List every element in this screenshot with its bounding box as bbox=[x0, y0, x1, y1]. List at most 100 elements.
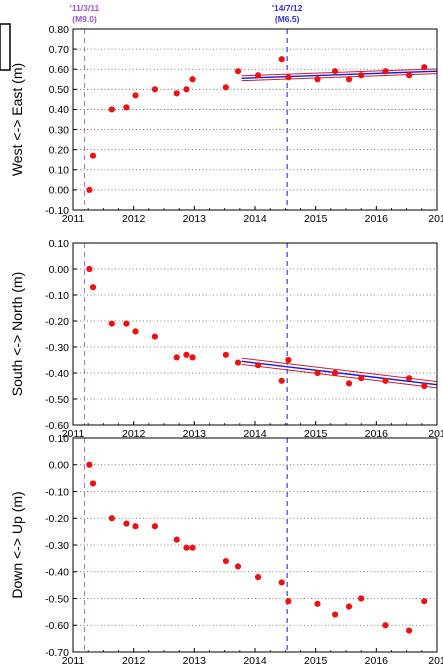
x-tick-label: 2015 bbox=[304, 428, 328, 440]
data-point bbox=[382, 377, 389, 384]
x-tick-label: 2012 bbox=[122, 213, 146, 225]
y-tick-label: 0.80 bbox=[49, 24, 70, 36]
plot-frame bbox=[72, 437, 438, 653]
y-tick-label: 0.00 bbox=[49, 185, 70, 197]
data-point bbox=[123, 104, 130, 111]
trend-lower-bound bbox=[241, 73, 438, 82]
data-point bbox=[189, 544, 196, 551]
data-point bbox=[254, 574, 262, 581]
data-point bbox=[151, 86, 158, 93]
data-point bbox=[285, 74, 292, 81]
data-point bbox=[234, 359, 242, 366]
data-point bbox=[405, 627, 413, 634]
data-point bbox=[108, 106, 115, 113]
data-point bbox=[89, 480, 97, 487]
data-point bbox=[405, 375, 413, 382]
y-tick-label: -0.40 bbox=[45, 567, 69, 579]
data-point bbox=[285, 356, 292, 364]
y-tick-label: -0.50 bbox=[45, 593, 69, 605]
x-tick-label: 201 bbox=[428, 213, 443, 225]
data-point bbox=[358, 72, 365, 79]
data-point bbox=[189, 76, 196, 83]
trend-line bbox=[241, 70, 438, 79]
data-point bbox=[421, 382, 428, 390]
trend-upper-bound bbox=[241, 68, 438, 77]
plot-frame bbox=[72, 242, 438, 426]
x-tick-label: 201 bbox=[428, 428, 443, 440]
data-point bbox=[222, 557, 229, 565]
x-tick-label: 2011 bbox=[62, 428, 85, 440]
trend-lower-bound bbox=[241, 363, 438, 389]
x-tick-label: 2014 bbox=[243, 655, 267, 665]
y-tick-label: -0.60 bbox=[45, 420, 69, 432]
data-point bbox=[151, 333, 158, 340]
y-axis-label: West <-> East (m) bbox=[9, 63, 25, 176]
data-point bbox=[278, 377, 285, 384]
data-point bbox=[108, 320, 115, 327]
data-point bbox=[173, 90, 180, 97]
data-point bbox=[183, 86, 190, 93]
data-point bbox=[173, 354, 180, 361]
trend-line bbox=[241, 360, 438, 386]
data-point bbox=[132, 523, 139, 530]
x-tick-label: 2012 bbox=[122, 655, 146, 665]
data-point bbox=[234, 68, 242, 75]
y-tick-label: -0.10 bbox=[45, 290, 69, 302]
x-tick-label: 2016 bbox=[365, 213, 389, 225]
data-point bbox=[345, 603, 353, 610]
event-labels: '11/3/11(M9.0) '14/7/12(M6.5) bbox=[70, 3, 303, 24]
x-tick-label: 2013 bbox=[183, 213, 207, 225]
x-tick-label: 2014 bbox=[243, 213, 267, 225]
panel-north: -0.60 -0.50 -0.40 -0.30 -0.20 -0.10 0.00 0.10 20… bbox=[9, 238, 443, 440]
data-point bbox=[86, 461, 93, 468]
data-point bbox=[89, 284, 97, 291]
event-label-date: '14/7/12 bbox=[272, 3, 303, 13]
panel-east: -0.10 0.00 0.10 0.20 0.30 0.40 0.50 0.60 0.70 0.8… bbox=[9, 24, 443, 225]
y-tick-label: 0.20 bbox=[49, 144, 70, 156]
data-point bbox=[132, 328, 139, 335]
y-tick-label: -0.10 bbox=[45, 205, 69, 217]
y-tick-label: -0.50 bbox=[45, 394, 69, 406]
data-point bbox=[123, 320, 130, 327]
y-tick-label: 0.60 bbox=[49, 64, 70, 76]
data-point bbox=[285, 598, 292, 605]
data-point bbox=[331, 369, 339, 377]
y-tick-label: 0.10 bbox=[49, 433, 70, 445]
x-tick-label: 2015 bbox=[304, 213, 328, 225]
x-tick-label: 2011 bbox=[62, 213, 85, 225]
trend-upper-bound bbox=[241, 357, 438, 383]
data-point bbox=[86, 186, 93, 193]
data-point bbox=[151, 523, 158, 530]
y-tick-label: 0.10 bbox=[49, 238, 70, 250]
data-point bbox=[86, 265, 93, 273]
y-tick-label: -0.40 bbox=[45, 368, 69, 380]
x-tick-label: 2016 bbox=[365, 428, 389, 440]
data-point bbox=[314, 76, 321, 83]
event-label-date: '11/3/11 bbox=[70, 3, 100, 13]
data-point bbox=[382, 68, 389, 75]
x-tick-label: 2016 bbox=[365, 655, 389, 665]
data-point bbox=[345, 380, 353, 387]
y-tick-label: 0.70 bbox=[49, 44, 70, 56]
x-tick-label: 2012 bbox=[122, 428, 146, 440]
data-point bbox=[314, 369, 321, 377]
y-tick-label: 0.30 bbox=[49, 124, 70, 136]
data-point bbox=[331, 68, 339, 75]
y-tick-label: -0.20 bbox=[45, 316, 69, 328]
event-label-magnitude: (M9.0) bbox=[72, 14, 97, 24]
data-point bbox=[108, 515, 115, 522]
data-point bbox=[331, 611, 339, 618]
x-tick-label: 2014 bbox=[243, 428, 267, 440]
y-tick-label: 0.00 bbox=[49, 264, 70, 276]
plots: -0.10 0.00 0.10 0.20 0.30 0.40 0.50 0.60 0.70 0.8… bbox=[9, 24, 443, 665]
data-point bbox=[254, 72, 262, 79]
y-axis-label: South <-> North (m) bbox=[9, 272, 25, 397]
data-point bbox=[89, 152, 97, 159]
x-tick-label: 2013 bbox=[183, 655, 207, 665]
data-point bbox=[345, 76, 353, 83]
data-point bbox=[278, 579, 285, 586]
data-point bbox=[278, 56, 285, 63]
x-tick-label: 2013 bbox=[183, 428, 207, 440]
data-point bbox=[421, 64, 428, 71]
